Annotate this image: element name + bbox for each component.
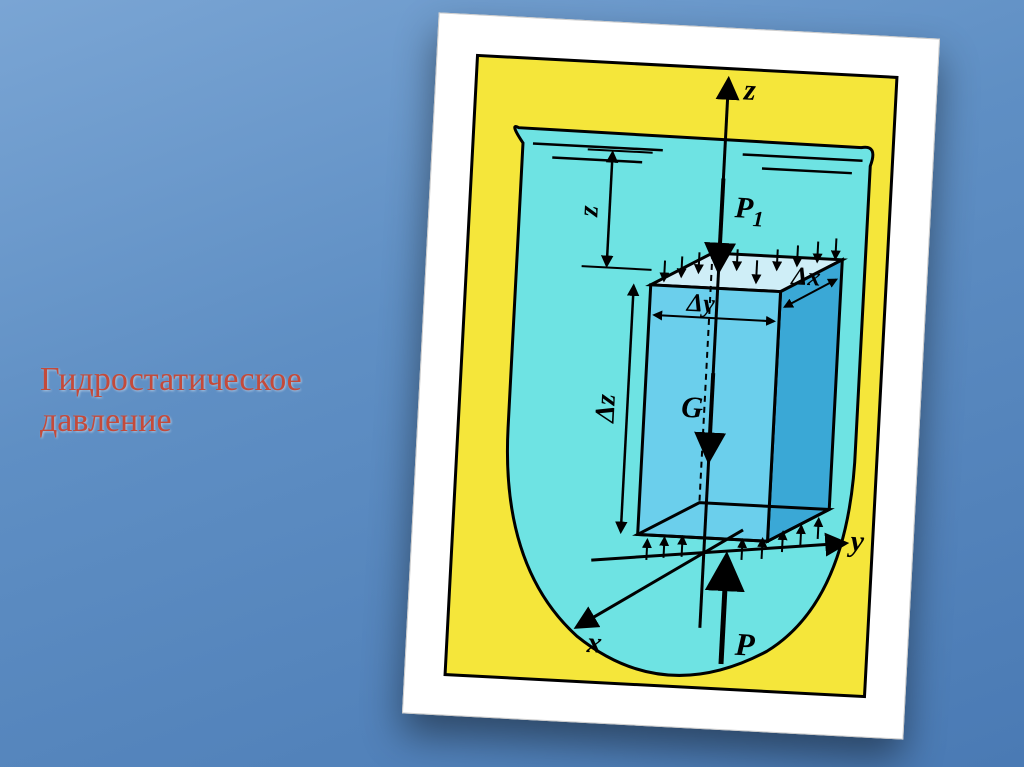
dx-label: Δx	[790, 261, 822, 292]
p-label: P	[733, 626, 756, 663]
p1-label-p: P	[733, 191, 755, 225]
g-label: G	[681, 391, 705, 425]
slide-title: Гидростатическое давление	[40, 360, 302, 442]
title-line-2: давление	[40, 402, 172, 439]
title-line-1: Гидростатическое	[40, 361, 302, 398]
z-axis-label: z	[742, 73, 757, 107]
hydrostatic-diagram: z y x P1	[435, 45, 908, 707]
figure-card: z y x P1	[402, 12, 940, 739]
x-axis-label: x	[585, 626, 603, 660]
p1-label-sub: 1	[752, 206, 764, 232]
z-depth-label: z	[573, 205, 605, 219]
slide: Гидростатическое давление	[0, 0, 1024, 767]
dz-label: Δz	[589, 393, 622, 424]
dy-label: Δy	[685, 288, 716, 318]
